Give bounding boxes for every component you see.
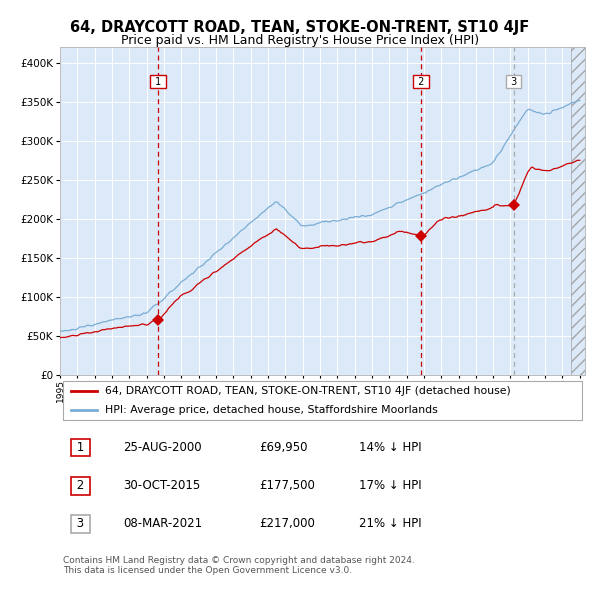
Text: 25-AUG-2000: 25-AUG-2000 [123,441,202,454]
Text: This data is licensed under the Open Government Licence v3.0.: This data is licensed under the Open Gov… [63,566,352,575]
Text: 64, DRAYCOTT ROAD, TEAN, STOKE-ON-TRENT, ST10 4JF: 64, DRAYCOTT ROAD, TEAN, STOKE-ON-TRENT,… [70,20,530,35]
Text: £69,950: £69,950 [260,441,308,454]
Text: 1: 1 [152,77,164,87]
Text: 21% ↓ HPI: 21% ↓ HPI [359,517,422,530]
Bar [571,47,585,375]
Text: 3: 3 [73,517,88,530]
Text: HPI: Average price, detached house, Staffordshire Moorlands: HPI: Average price, detached house, Staf… [104,405,437,415]
Text: 30-OCT-2015: 30-OCT-2015 [123,479,200,492]
Text: £177,500: £177,500 [260,479,316,492]
Text: £217,000: £217,000 [260,517,316,530]
Text: 2: 2 [73,479,88,492]
Text: 3: 3 [508,77,520,87]
Text: 64, DRAYCOTT ROAD, TEAN, STOKE-ON-TRENT, ST10 4JF (detached house): 64, DRAYCOTT ROAD, TEAN, STOKE-ON-TRENT,… [104,386,511,396]
Text: 2: 2 [415,77,427,87]
Text: 08-MAR-2021: 08-MAR-2021 [123,517,202,530]
Text: 17% ↓ HPI: 17% ↓ HPI [359,479,422,492]
Text: Contains HM Land Registry data © Crown copyright and database right 2024.: Contains HM Land Registry data © Crown c… [63,556,415,565]
FancyBboxPatch shape [62,381,583,420]
Text: Price paid vs. HM Land Registry's House Price Index (HPI): Price paid vs. HM Land Registry's House … [121,34,479,47]
Text: 14% ↓ HPI: 14% ↓ HPI [359,441,422,454]
Text: 1: 1 [73,441,88,454]
